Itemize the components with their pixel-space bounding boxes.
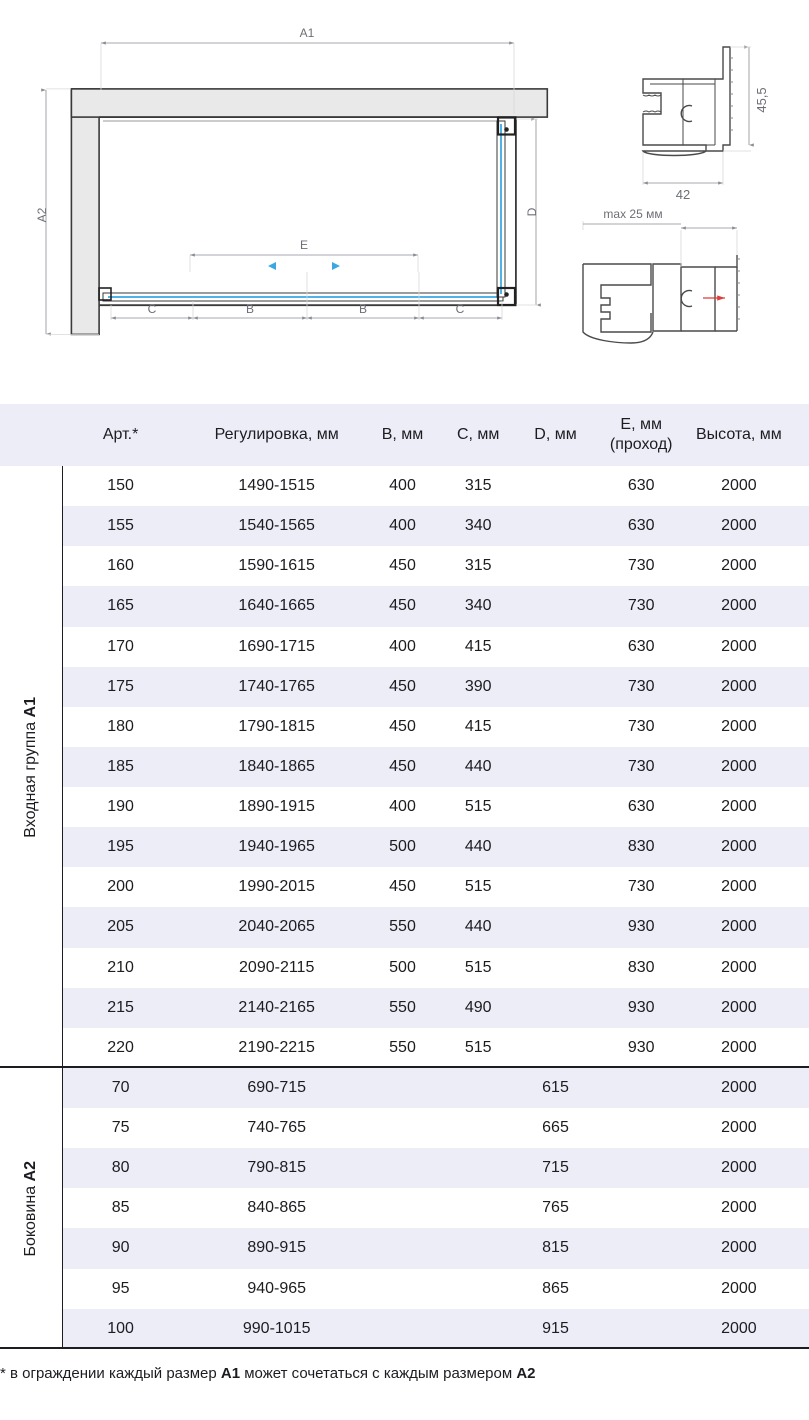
svg-text:D: D xyxy=(525,207,539,216)
svg-text:42: 42 xyxy=(676,187,690,202)
svg-text:B: B xyxy=(359,302,367,316)
svg-text:max 25 мм: max 25 мм xyxy=(603,207,662,221)
svg-text:E: E xyxy=(300,238,308,252)
svg-text:C: C xyxy=(456,302,465,316)
svg-text:B: B xyxy=(246,302,254,316)
svg-text:C: C xyxy=(148,302,157,316)
svg-text:45,5: 45,5 xyxy=(754,87,769,112)
svg-text:A1: A1 xyxy=(300,26,315,40)
svg-text:A2: A2 xyxy=(35,207,49,222)
